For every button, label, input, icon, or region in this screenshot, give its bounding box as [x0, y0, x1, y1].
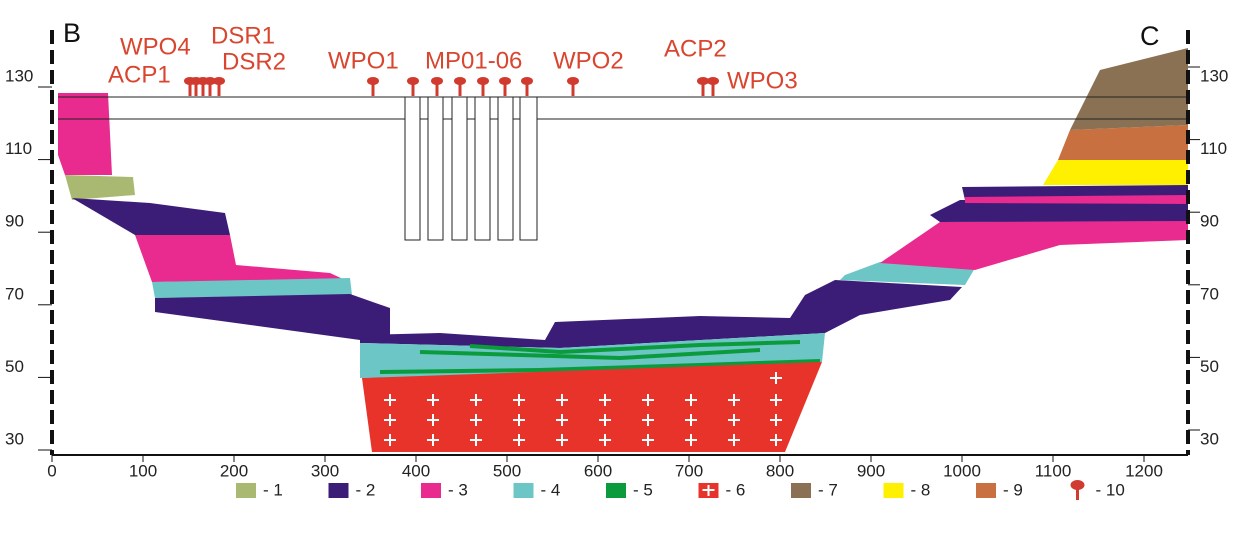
corner-label: C	[1140, 21, 1160, 51]
y-tick-label: 50	[1200, 357, 1219, 376]
x-tick-label: 800	[766, 461, 794, 480]
legend-label: - 6	[726, 480, 746, 499]
well-label: MP01-06	[425, 47, 522, 74]
pin-head	[521, 77, 533, 85]
y-tick-label: 70	[5, 284, 24, 303]
legend-label: - 4	[541, 480, 561, 499]
water-levels	[58, 97, 1188, 119]
pin-head	[567, 77, 579, 85]
boreholes	[405, 97, 537, 240]
x-tick-label: 200	[220, 461, 248, 480]
legend-swatch	[791, 483, 811, 498]
legend-swatch	[884, 483, 904, 498]
pin-head	[407, 77, 419, 85]
well-label: ACP1	[108, 61, 171, 88]
x-tick-label: 0	[47, 461, 56, 480]
legend-label: - 5	[633, 480, 653, 499]
x-tick-label: 1100	[1035, 461, 1072, 480]
y-tick-label: 90	[1200, 212, 1219, 231]
legend-swatch	[514, 483, 534, 498]
well-label: WPO2	[553, 47, 624, 74]
well-label: DSR2	[222, 48, 286, 75]
well-pins	[184, 77, 719, 96]
y-tick-label: 70	[1200, 284, 1219, 303]
legend-swatch	[976, 483, 996, 498]
x-tick-label: 1000	[943, 461, 981, 480]
well-label: WPO3	[727, 67, 798, 94]
legend-swatch	[421, 483, 441, 498]
y-tick-label: 90	[5, 212, 24, 231]
pin-head	[213, 77, 225, 85]
pin-head	[499, 77, 511, 85]
pin-head	[454, 77, 466, 85]
y-tick-label: 130	[5, 66, 33, 85]
legend-label: - 3	[448, 480, 468, 499]
cross-section: B C 130110907050301301109070503001002003…	[0, 0, 1239, 529]
x-tick-label: 900	[857, 461, 885, 480]
x-tick-label: 100	[129, 461, 157, 480]
y-tick-label: 130	[1200, 66, 1228, 85]
x-tick-label: 400	[402, 461, 430, 480]
well-label: DSR1	[211, 22, 275, 49]
y-tick-label: 30	[5, 429, 24, 448]
pin-head	[367, 77, 379, 85]
y-tick-label: 30	[1200, 429, 1219, 448]
x-tick-label: 1200	[1125, 461, 1163, 480]
y-tick-label: 110	[5, 139, 32, 158]
well-label: WPO1	[328, 47, 399, 74]
legend-label: - 2	[356, 480, 376, 499]
legend-label: - 9	[1003, 480, 1023, 499]
legend-swatch	[329, 483, 349, 498]
well-label: ACP2	[664, 35, 727, 62]
pin-head	[707, 77, 719, 85]
well-label: WPO4	[120, 33, 191, 60]
legend-label: - 1	[263, 480, 283, 499]
legend-label: - 10	[1096, 480, 1125, 499]
x-tick-label: 500	[493, 461, 521, 480]
pin-head	[431, 77, 443, 85]
pin-head	[477, 77, 489, 85]
corner-label: B	[63, 18, 81, 48]
y-tick-label: 50	[5, 357, 24, 376]
layers	[58, 48, 1188, 452]
x-tick-label: 600	[584, 461, 612, 480]
y-tick-label: 110	[1200, 139, 1227, 158]
legend-swatch	[236, 483, 256, 498]
legend-swatch	[606, 483, 626, 498]
x-tick-label: 700	[675, 461, 703, 480]
x-tick-label: 300	[311, 461, 339, 480]
legend-label: - 7	[818, 480, 838, 499]
legend-label: - 8	[911, 480, 931, 499]
